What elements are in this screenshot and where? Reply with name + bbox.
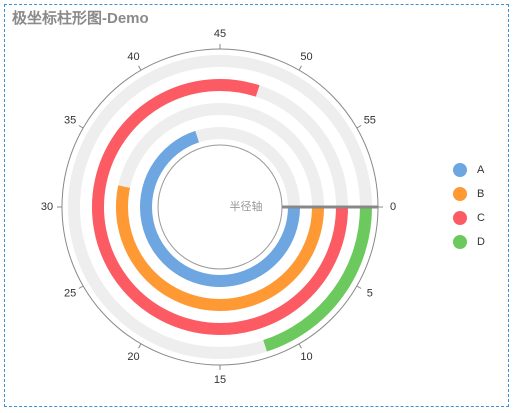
legend-label: A [477,164,485,176]
angle-tick-label: 0 [390,201,396,213]
angle-tick [356,285,362,289]
angle-tick [78,285,84,289]
angle-tick-label: 40 [127,51,139,63]
legend-item-c[interactable]: C [453,211,485,225]
legend-swatch [453,163,467,177]
legend-item-b[interactable]: B [453,187,484,201]
angle-tick [356,125,362,129]
angle-tick-label: 15 [214,374,226,386]
radius-axis-label: 半径轴 [230,199,263,213]
angle-tick-label: 20 [127,351,139,363]
legend-item-a[interactable]: A [453,163,485,177]
legend-swatch [453,235,467,249]
legend-label: B [477,188,484,200]
angle-tick-label: 30 [41,201,53,213]
bar-c[interactable] [92,79,348,335]
angle-tick-label: 25 [64,288,76,300]
angle-tick-label: 5 [367,288,373,300]
radius-axis: 半径轴 [230,199,378,213]
angle-tick [298,65,302,71]
angle-tick [138,65,142,71]
bar-a[interactable] [140,130,300,287]
bar-d[interactable] [263,206,372,352]
legend-label: D [477,236,485,248]
angle-tick-label: 55 [364,115,376,127]
chart-title: 极坐标柱形图-Demo [12,10,149,27]
angle-tick [78,125,84,129]
bars [92,79,372,352]
angle-tick-label: 45 [214,28,226,40]
legend-swatch [453,187,467,201]
angle-tick-label: 10 [300,351,312,363]
bar-b[interactable] [116,185,324,311]
angle-tick-label: 35 [64,115,76,127]
inner-circle [157,144,283,270]
angle-axis: 0 5 10 15 20 25 30 35 40 45 50 55 [41,28,396,386]
angle-tick-label: 50 [300,51,312,63]
legend-swatch [453,211,467,225]
legend-item-d[interactable]: D [453,235,485,249]
angle-tick [138,343,142,349]
legend-label: C [477,212,485,224]
angle-tick [298,343,302,349]
